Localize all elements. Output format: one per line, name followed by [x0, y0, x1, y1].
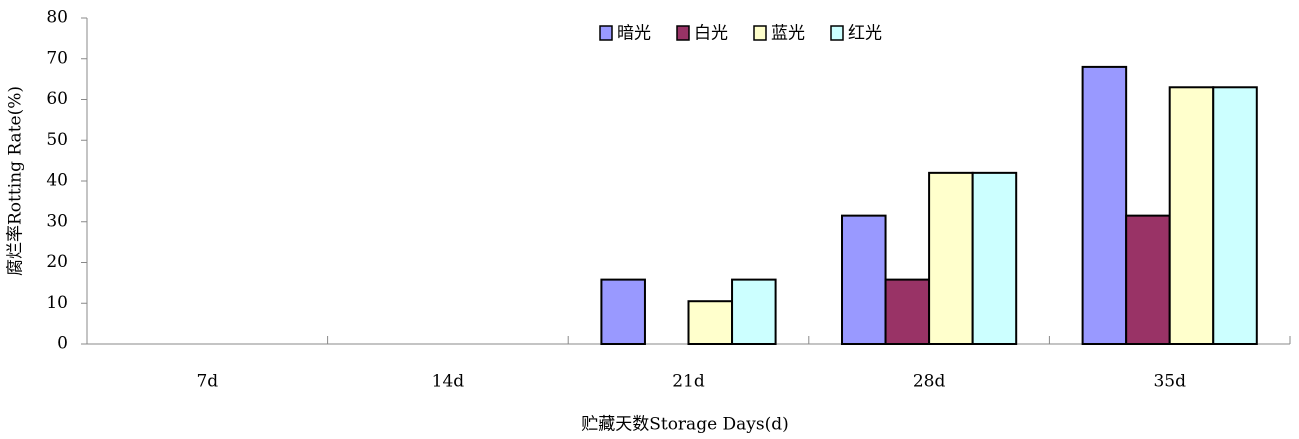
x-tick-label: 14d [432, 372, 465, 392]
bar [600, 278, 646, 345]
bar [1125, 214, 1171, 345]
x-tick-label: 35d [1153, 372, 1186, 392]
bar [928, 171, 974, 345]
legend-label: 暗光 [617, 24, 651, 44]
bar [687, 300, 734, 345]
y-tick-label: 70 [46, 48, 68, 68]
legend-swatch [599, 25, 613, 41]
x-tick-label: 28d [913, 372, 946, 392]
y-tick-label: 0 [57, 334, 68, 354]
bar [971, 171, 1018, 345]
legend-label: 红光 [848, 24, 882, 44]
bar [1168, 86, 1215, 346]
y-tick-label: 30 [46, 211, 68, 231]
x-axis-label: 贮藏天数Storage Days(d) [581, 415, 789, 435]
x-tick-label: 7d [196, 372, 218, 392]
bar [841, 214, 887, 345]
bar [731, 278, 777, 345]
y-tick-label: 80 [46, 8, 68, 28]
y-tick-label: 50 [46, 130, 68, 150]
y-axis-label: 腐烂率Rotting Rate(%) [6, 86, 26, 276]
y-tick-label: 40 [46, 171, 68, 191]
legend-swatch [676, 25, 690, 41]
legend-label: 白光 [694, 24, 728, 44]
legend-swatch [830, 25, 844, 41]
bar [1212, 86, 1258, 346]
legend-label: 蓝光 [771, 24, 805, 44]
bar [884, 278, 931, 345]
bar [1081, 65, 1128, 346]
legend-swatch [753, 25, 767, 41]
y-tick-label: 60 [46, 89, 68, 109]
y-tick-label: 10 [46, 293, 68, 313]
x-tick-label: 21d [672, 372, 705, 392]
y-tick-label: 20 [46, 252, 68, 272]
